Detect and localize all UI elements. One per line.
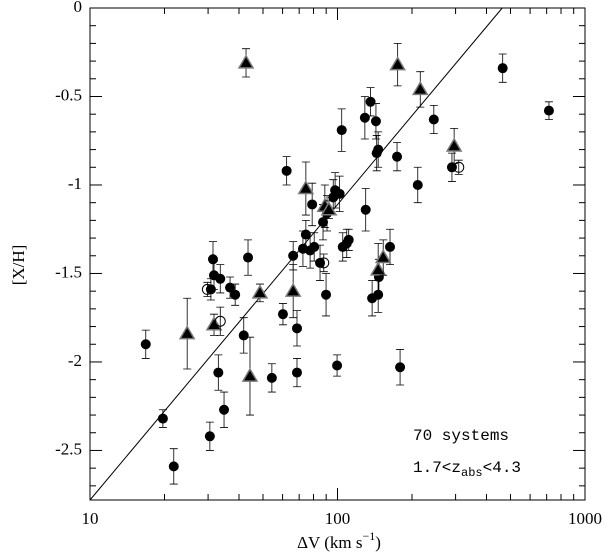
x-axis-label-sup: −1 xyxy=(362,529,375,543)
y-tick-label: -1.5 xyxy=(55,262,82,281)
point xyxy=(392,151,403,162)
point xyxy=(360,204,371,215)
point xyxy=(385,241,396,252)
point xyxy=(291,323,302,334)
point xyxy=(219,404,230,415)
x-axis-label-end: ) xyxy=(375,533,381,552)
point xyxy=(288,250,299,261)
y-tick-label: -1 xyxy=(68,174,82,193)
error-bar xyxy=(216,306,225,336)
point xyxy=(214,315,226,327)
point xyxy=(370,116,381,127)
point xyxy=(332,360,343,371)
point xyxy=(297,180,315,195)
point xyxy=(237,54,255,69)
point xyxy=(369,261,387,276)
point xyxy=(251,284,269,299)
y-tick-label: 0 xyxy=(74,0,83,16)
point xyxy=(157,413,168,424)
annotation: 1.7<zabs<4.3 xyxy=(413,459,521,480)
point xyxy=(395,362,406,373)
point xyxy=(411,80,429,96)
point xyxy=(178,325,196,340)
y-tick-label: -2.5 xyxy=(55,439,82,458)
point xyxy=(168,461,179,472)
annotation-text: 70 systems xyxy=(413,427,509,445)
point xyxy=(309,241,320,252)
point xyxy=(201,283,213,295)
point xyxy=(373,144,384,155)
point xyxy=(291,367,302,378)
point xyxy=(428,114,439,125)
x-axis-label: ΔV (km s−1) xyxy=(297,529,381,552)
point xyxy=(300,229,311,240)
point xyxy=(359,112,370,123)
x-tick-label: 1000 xyxy=(568,509,602,528)
x-tick-label: 100 xyxy=(325,509,351,528)
point xyxy=(374,249,392,264)
point xyxy=(320,201,338,216)
point xyxy=(453,161,465,173)
point xyxy=(204,431,215,442)
annotation-text: 1.7<z xyxy=(413,459,461,477)
point xyxy=(215,273,226,284)
point xyxy=(497,63,508,74)
point xyxy=(412,179,423,190)
point xyxy=(318,217,329,228)
point xyxy=(321,289,332,300)
y-tick-label: -0.5 xyxy=(55,85,82,104)
error-bar xyxy=(319,253,328,273)
point xyxy=(334,188,345,199)
point xyxy=(336,125,347,136)
point xyxy=(213,367,224,378)
y-axis-label: [X/H] xyxy=(9,245,28,286)
point xyxy=(207,254,218,265)
x-axis-label-main: ΔV (km s xyxy=(297,533,362,552)
point xyxy=(205,316,223,331)
point xyxy=(230,289,241,300)
annotation: 70 systems xyxy=(413,427,509,445)
point xyxy=(284,282,302,297)
point xyxy=(281,165,292,176)
x-tick-label: 10 xyxy=(82,509,99,528)
point xyxy=(343,234,354,245)
y-tick-label: -2 xyxy=(68,351,82,370)
point xyxy=(543,105,554,116)
point xyxy=(140,339,151,350)
point xyxy=(389,56,406,71)
point xyxy=(445,137,463,152)
point xyxy=(225,282,236,293)
annotation-sub: abs xyxy=(461,466,483,480)
point xyxy=(318,257,330,269)
point xyxy=(243,252,254,263)
annotation-text: <4.3 xyxy=(483,459,521,477)
point xyxy=(266,372,277,383)
point xyxy=(307,199,318,210)
point xyxy=(241,367,259,382)
point xyxy=(315,257,326,268)
point xyxy=(238,330,249,341)
plot-frame xyxy=(89,7,586,501)
point xyxy=(365,96,376,107)
point xyxy=(277,309,288,320)
